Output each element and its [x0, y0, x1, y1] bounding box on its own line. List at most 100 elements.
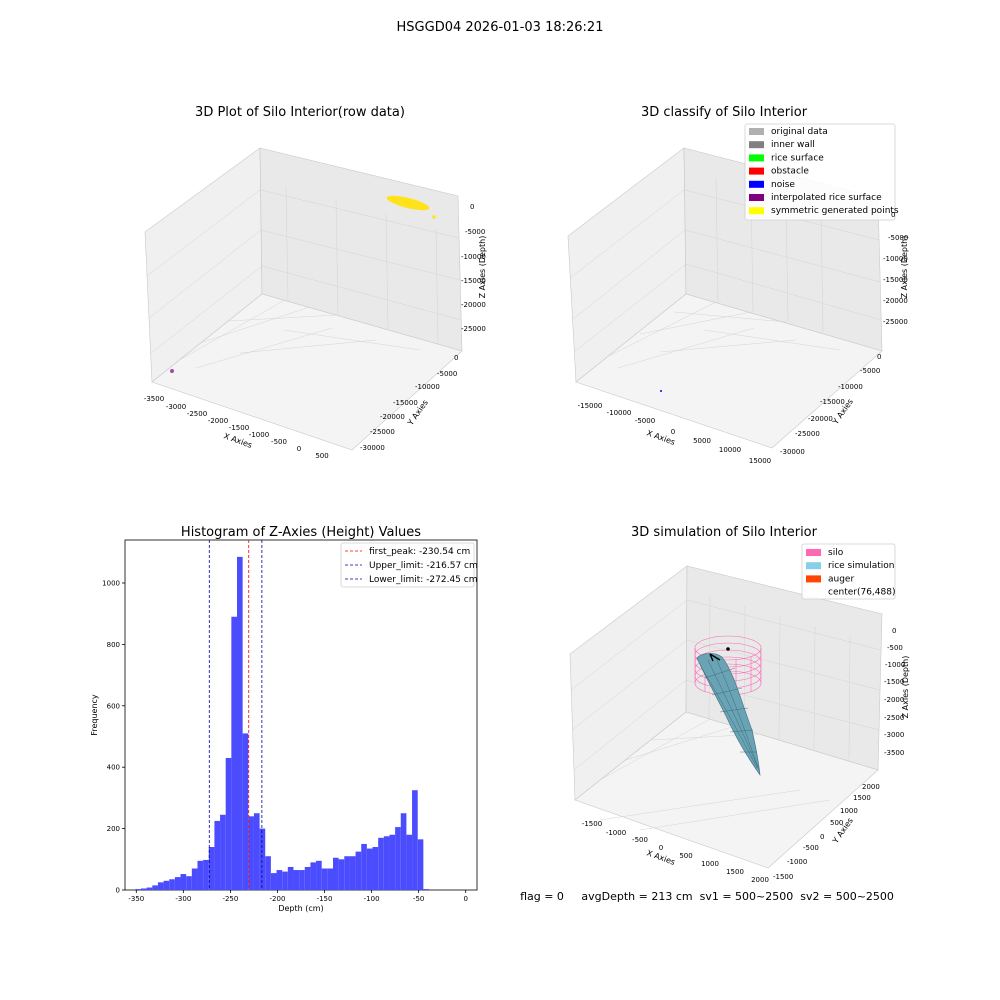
tick-label: -1500	[229, 424, 249, 432]
rice-simulation-surface	[696, 653, 761, 777]
histogram-bar	[191, 868, 198, 890]
histogram-bar	[355, 851, 362, 890]
legend-label: center(76,488)	[828, 588, 895, 598]
histogram-bar	[423, 889, 429, 890]
tick-label: -10000	[607, 409, 632, 417]
panel2-floor-pane	[575, 293, 883, 449]
histogram-bar	[282, 871, 288, 890]
grid-line	[148, 229, 262, 319]
histogram-bar	[299, 870, 305, 890]
tick-label: -500	[271, 438, 287, 446]
tick-label: -5000	[465, 228, 485, 236]
histogram-bars	[135, 556, 429, 890]
grid-line	[813, 625, 816, 750]
grid-line	[570, 599, 688, 691]
legend-label: Upper_limit: -216.57 cm	[369, 561, 478, 571]
panel3-title: Histogram of Z-Axies (Height) Values	[181, 525, 421, 540]
grid-line	[617, 327, 755, 369]
tick-label: 0	[454, 354, 458, 362]
panel2-noise-point	[660, 390, 662, 392]
tick-label: -5000	[860, 367, 880, 375]
histogram-plot-area	[124, 539, 478, 891]
histogram-bar	[186, 876, 192, 890]
auger-line	[709, 653, 714, 662]
tick-label: -5000	[888, 234, 908, 242]
tick-label: -10000	[838, 383, 863, 391]
legend-label: first_peak: -230.54 cm	[369, 547, 470, 557]
legend-label: inner wall	[771, 140, 815, 150]
panel1-grid	[146, 186, 462, 369]
tick-label: -10000	[461, 253, 486, 261]
tick-label: -2500	[884, 714, 904, 722]
legend-swatch	[749, 207, 764, 215]
tick-label: -200	[270, 895, 286, 903]
legend-swatch	[749, 141, 764, 149]
histogram-bar	[220, 814, 226, 890]
legend-label: silo	[828, 548, 844, 558]
rice-surface-mesh	[699, 657, 760, 771]
grid-line	[599, 718, 711, 781]
grid-line	[599, 789, 801, 821]
center-marker	[726, 647, 730, 651]
panel1-points	[170, 195, 436, 373]
legend-swatch	[806, 562, 821, 570]
grid-line	[686, 639, 881, 691]
tick-label: -300	[175, 895, 191, 903]
histogram-bar	[406, 834, 413, 890]
yellow-point-cluster	[386, 195, 430, 211]
tick-label: 0	[877, 353, 881, 361]
histogram-bar	[197, 860, 204, 890]
legend-label: symmetric generated points	[771, 206, 899, 216]
grid-line	[686, 599, 882, 651]
histogram-bar	[389, 834, 396, 890]
tick-label: 500	[679, 852, 692, 860]
histogram-bar	[174, 877, 181, 890]
grid-line	[283, 329, 421, 351]
tick-label: 0	[470, 203, 474, 211]
grid-line	[195, 327, 333, 369]
grid-line	[573, 263, 687, 353]
grid-line	[239, 339, 377, 354]
tick-label: -3000	[884, 731, 904, 739]
grid-line	[335, 199, 339, 316]
histogram-bar	[293, 870, 300, 890]
panel-classify-3d: 3D classify of Silo Interior original da	[567, 105, 909, 465]
grid-line	[673, 311, 787, 323]
tick-label: -1000	[787, 858, 807, 866]
histogram-bar	[253, 813, 260, 890]
tick-label: 5000	[693, 437, 711, 445]
panel4-zlabel: Z Axies (Depth)	[901, 656, 910, 719]
tick-label: 1000	[701, 860, 719, 868]
legend-swatch	[749, 128, 764, 135]
histogram-bar	[344, 856, 350, 890]
tick-label: -15000	[578, 402, 603, 410]
legend-label: noise	[771, 180, 795, 190]
grid-line	[175, 299, 286, 363]
panel-raw-data-3d: 3D Plot of Silo Interior(row data)	[144, 105, 487, 460]
histogram-bar	[169, 879, 175, 890]
legend-swatch	[749, 167, 764, 175]
tick-label: 0	[659, 844, 663, 852]
tick-label: -150	[317, 895, 333, 903]
grid-line	[639, 799, 831, 831]
legend-label: rice simulation	[828, 561, 894, 571]
tick-label: 2000	[862, 783, 880, 791]
histogram-bar	[304, 866, 311, 890]
histogram-bar	[316, 860, 322, 890]
tick-label: -2000	[208, 417, 228, 425]
legend-label: auger	[828, 574, 854, 584]
tick-label: -30000	[780, 448, 805, 456]
grid-line	[703, 329, 841, 351]
tick-label: -25000	[795, 430, 820, 438]
tick-label: -1500	[582, 820, 602, 828]
legend-frame	[340, 542, 475, 588]
tick-label: 0	[297, 445, 301, 453]
histogram-bar	[180, 874, 187, 890]
histogram-bar	[412, 790, 418, 890]
tick-label: -15000	[820, 398, 845, 406]
grid-line	[261, 265, 462, 321]
panel1-title: 3D Plot of Silo Interior(row data)	[195, 105, 405, 120]
legend-label: rice surface	[771, 153, 824, 163]
grid-line	[573, 679, 687, 771]
